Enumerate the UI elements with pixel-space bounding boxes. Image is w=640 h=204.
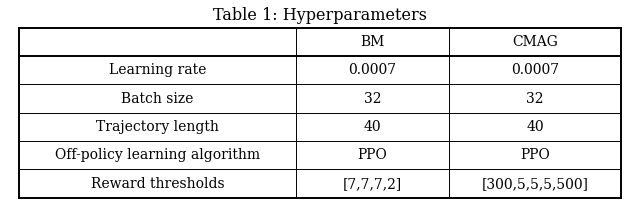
- Text: 40: 40: [364, 120, 381, 134]
- Text: BM: BM: [360, 35, 385, 49]
- Text: Learning rate: Learning rate: [109, 63, 206, 77]
- Text: Reward thresholds: Reward thresholds: [91, 177, 225, 191]
- Text: [7,7,7,2]: [7,7,7,2]: [343, 177, 403, 191]
- Text: [300,5,5,5,500]: [300,5,5,5,500]: [481, 177, 589, 191]
- Text: PPO: PPO: [358, 148, 387, 162]
- Text: 32: 32: [364, 92, 381, 105]
- Text: Batch size: Batch size: [122, 92, 194, 105]
- Text: CMAG: CMAG: [512, 35, 558, 49]
- Text: 40: 40: [526, 120, 544, 134]
- Text: 32: 32: [526, 92, 544, 105]
- Text: 0.0007: 0.0007: [349, 63, 397, 77]
- Text: Table 1: Hyperparameters: Table 1: Hyperparameters: [213, 7, 427, 24]
- Text: PPO: PPO: [520, 148, 550, 162]
- Text: Off-policy learning algorithm: Off-policy learning algorithm: [55, 148, 260, 162]
- Text: Trajectory length: Trajectory length: [96, 120, 219, 134]
- Text: 0.0007: 0.0007: [511, 63, 559, 77]
